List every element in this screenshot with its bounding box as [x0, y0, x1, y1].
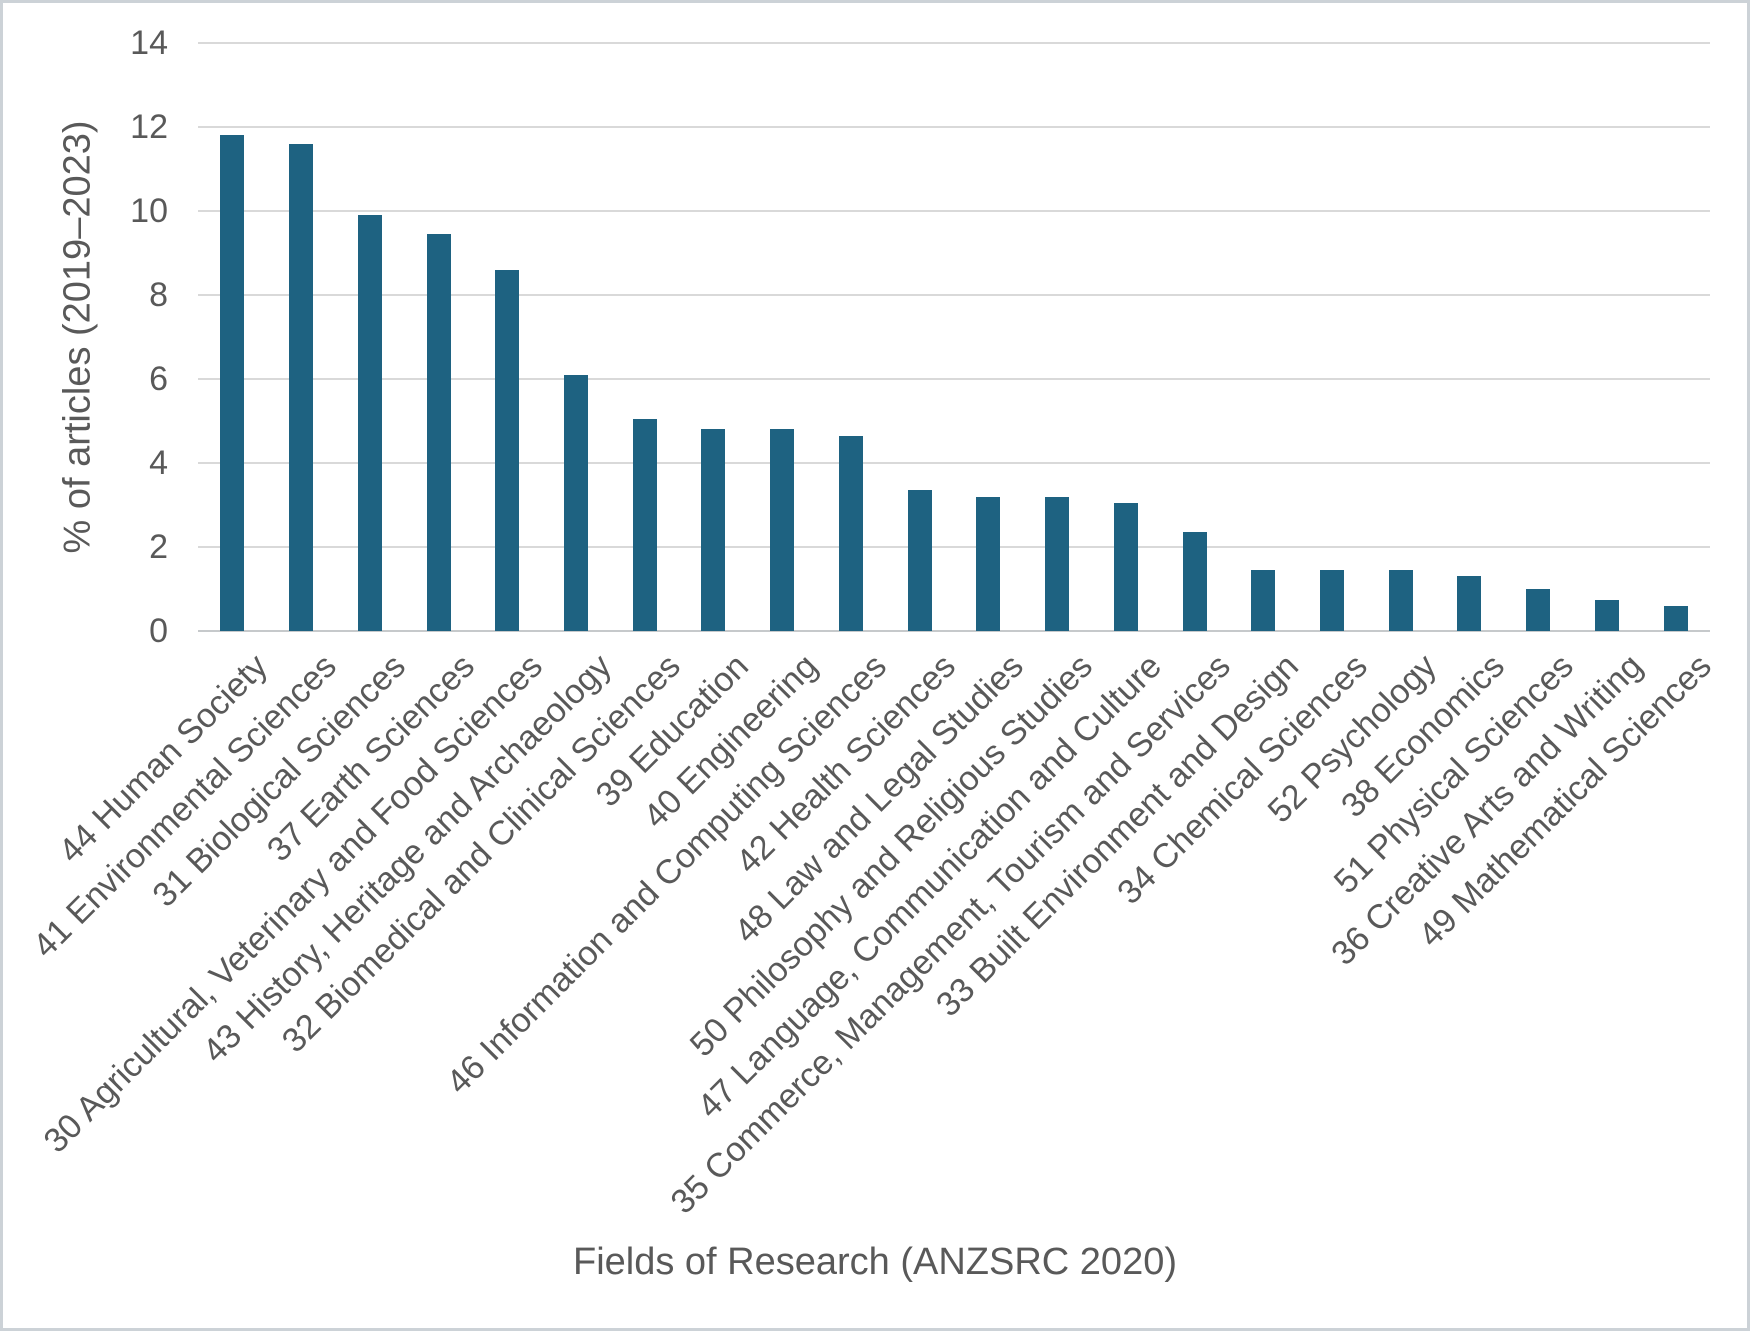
y-tick-label: 0 [149, 612, 168, 650]
y-tick-label: 14 [130, 24, 168, 62]
y-gridline [198, 378, 1710, 380]
bar [701, 429, 726, 631]
bar [632, 418, 657, 631]
y-tick-label: 12 [130, 108, 168, 146]
y-tick-label: 2 [149, 528, 168, 566]
bar [1388, 570, 1413, 631]
bar [426, 234, 451, 631]
y-gridline [198, 546, 1710, 548]
bar [1457, 576, 1482, 631]
bar [495, 269, 520, 631]
y-tick-label: 6 [149, 360, 168, 398]
y-gridline [198, 294, 1710, 296]
y-gridline [198, 126, 1710, 128]
y-gridline [198, 462, 1710, 464]
bar [1320, 570, 1344, 631]
bar [220, 135, 245, 631]
x-axis-line [198, 630, 1710, 632]
y-gridline [198, 210, 1710, 212]
bar [1045, 496, 1070, 631]
bar [976, 496, 1001, 631]
bar [1594, 599, 1619, 631]
y-gridline [198, 42, 1710, 44]
bar [1182, 532, 1207, 631]
y-tick-label: 10 [130, 192, 168, 230]
y-tick-label: 4 [149, 444, 168, 482]
y-tick-label: 8 [149, 276, 168, 314]
bar [1113, 502, 1138, 631]
bar [838, 435, 863, 631]
bar [564, 374, 588, 631]
bar [907, 490, 932, 631]
bar [1663, 605, 1688, 631]
bar [1251, 570, 1276, 631]
bar [289, 143, 314, 631]
bar [770, 429, 795, 631]
bar [357, 215, 382, 631]
bar [1526, 589, 1551, 631]
x-axis-title: Fields of Research (ANZSRC 2020) [573, 1241, 1177, 1283]
y-axis-title: % of articles (2019–2023) [56, 120, 99, 554]
